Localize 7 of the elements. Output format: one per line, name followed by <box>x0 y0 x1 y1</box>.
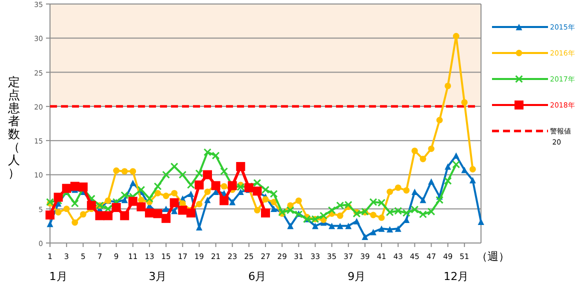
text: 12月 <box>444 270 469 283</box>
text: 9月 <box>348 270 366 283</box>
x-axis-title: （週） <box>476 250 510 263</box>
y-axis-title: 定点患者数（人） <box>7 75 20 180</box>
text: 1月 <box>49 270 68 283</box>
text: 6月 <box>248 270 266 283</box>
text: 3月 <box>148 270 167 283</box>
